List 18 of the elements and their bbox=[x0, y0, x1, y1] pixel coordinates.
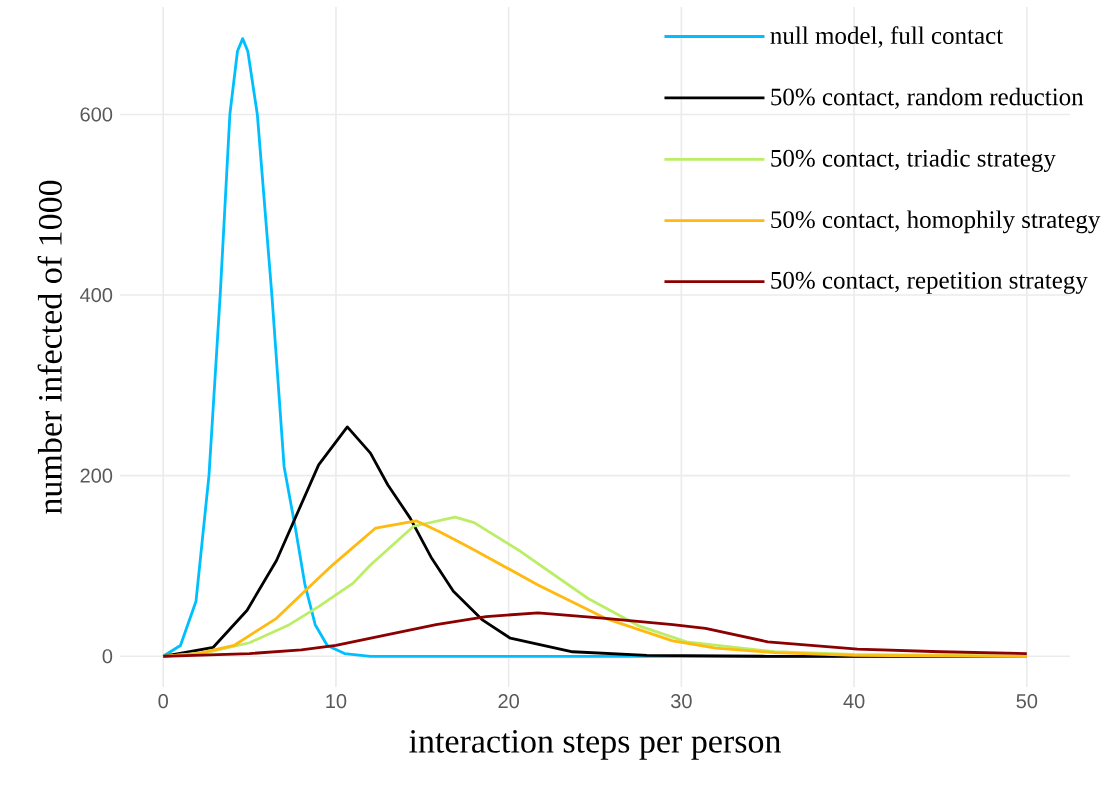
legend-label: 50% contact, repetition strategy bbox=[771, 271, 1088, 294]
x-axis-title: interaction steps per person bbox=[409, 729, 781, 760]
y-tick-label: 0 bbox=[102, 649, 113, 664]
x-tick-label: 20 bbox=[498, 694, 519, 709]
y-tick-label: 600 bbox=[80, 107, 113, 122]
legend-label: 50% contact, triadic strategy bbox=[771, 149, 1056, 172]
legend-label: 50% contact, random reduction bbox=[771, 87, 1084, 109]
y-tick-label: 400 bbox=[80, 287, 113, 303]
x-tick-label: 50 bbox=[1016, 694, 1038, 709]
y-tick-label: 200 bbox=[80, 468, 113, 483]
x-tick-label: 10 bbox=[326, 694, 347, 709]
legend-label: 50% contact, homophily strategy bbox=[771, 210, 1101, 234]
legend-label: null model, full contact bbox=[770, 26, 1004, 48]
line-series bbox=[161, 611, 1029, 658]
x-tick-label: 0 bbox=[158, 694, 168, 709]
x-tick-label: 30 bbox=[670, 694, 692, 709]
y-axis-title: number infected of 1000 bbox=[37, 180, 62, 514]
x-tick-label: 40 bbox=[843, 694, 865, 709]
